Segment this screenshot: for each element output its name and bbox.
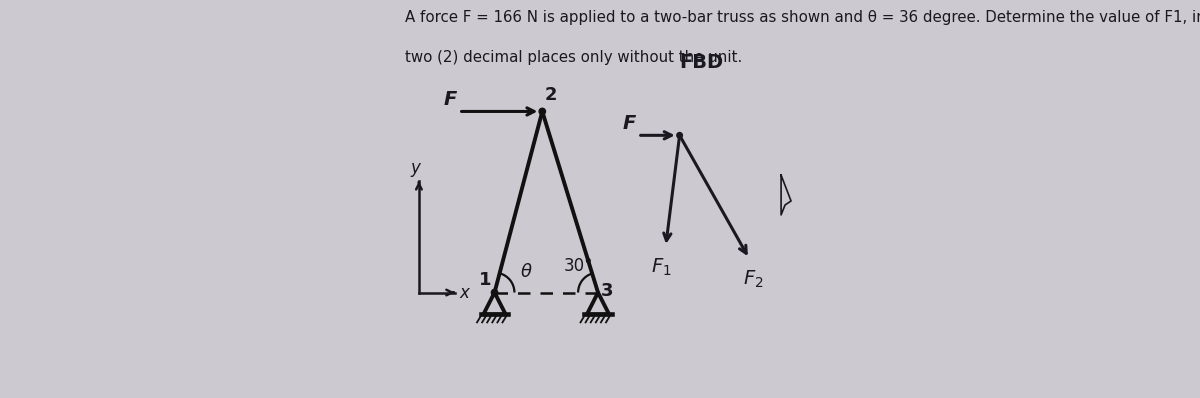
Text: $F_1$: $F_1$ — [652, 257, 672, 278]
Circle shape — [491, 289, 498, 296]
Circle shape — [539, 108, 546, 115]
Circle shape — [677, 133, 683, 138]
Text: A force F = 166 N is applied to a two-bar truss as shown and θ = 36 degree. Dete: A force F = 166 N is applied to a two-ba… — [404, 10, 1200, 25]
Text: F: F — [443, 90, 457, 109]
Text: $F_2$: $F_2$ — [743, 269, 763, 290]
Text: 2: 2 — [545, 86, 558, 104]
Text: θ: θ — [521, 263, 532, 281]
Text: 1: 1 — [479, 271, 491, 289]
Text: 3: 3 — [600, 281, 613, 300]
Text: 30°: 30° — [564, 257, 594, 275]
Text: F: F — [623, 114, 636, 133]
Text: two (2) decimal places only without the unit.: two (2) decimal places only without the … — [404, 50, 743, 65]
Text: FBD: FBD — [679, 53, 724, 72]
Text: x: x — [460, 283, 469, 302]
Text: y: y — [410, 159, 420, 177]
